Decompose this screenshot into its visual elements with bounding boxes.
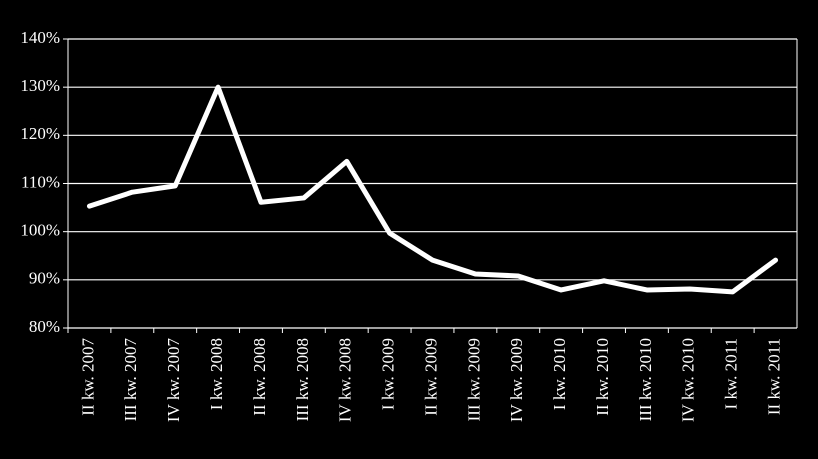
y-tick-label: 140% <box>20 28 60 47</box>
x-tick-label: II kw. 2007 <box>78 338 97 416</box>
y-tick-label: 80% <box>29 317 60 336</box>
y-tick-label: 100% <box>20 221 60 240</box>
x-tick-label: IV kw. 2007 <box>164 338 183 423</box>
x-tick-label: III kw. 2007 <box>121 338 140 422</box>
x-tick-label: I kw. 2010 <box>550 338 569 410</box>
y-tick-label: 90% <box>29 269 60 288</box>
x-tick-label: II kw. 2010 <box>593 338 612 416</box>
y-tick-label: 120% <box>20 124 60 143</box>
x-tick-label: I kw. 2008 <box>207 338 226 410</box>
x-tick-label: II kw. 2008 <box>250 338 269 416</box>
x-tick-label: II kw. 2011 <box>764 338 783 415</box>
x-tick-label: II kw. 2009 <box>421 338 440 416</box>
x-tick-label: III kw. 2009 <box>464 338 483 421</box>
data-line <box>86 84 779 295</box>
x-tick-label: IV kw. 2010 <box>679 338 698 422</box>
x-tick-label: III kw. 2008 <box>293 338 312 421</box>
x-tick-label: I kw. 2009 <box>379 338 398 410</box>
x-tick-label: III kw. 2010 <box>636 338 655 421</box>
y-tick-label: 110% <box>21 172 60 191</box>
x-tick-label: IV kw. 2008 <box>336 338 355 422</box>
y-tick-label: 130% <box>20 76 60 95</box>
x-tick-label: I kw. 2011 <box>722 338 741 409</box>
x-tick-label: IV kw. 2009 <box>507 338 526 422</box>
